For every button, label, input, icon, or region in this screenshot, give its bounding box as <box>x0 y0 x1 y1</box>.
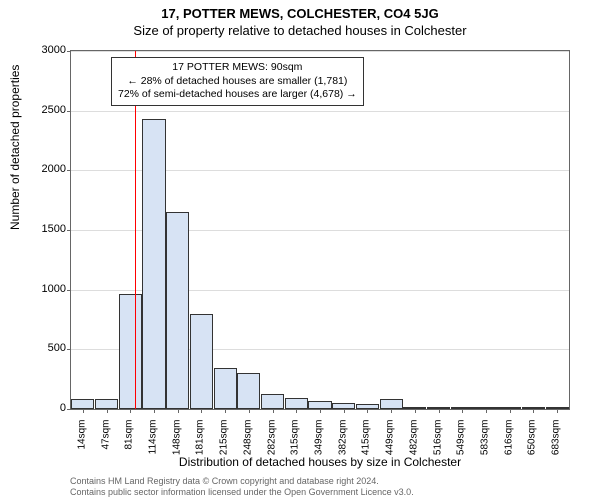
xtick-label: 382sqm <box>337 420 348 460</box>
xtick-label: 248sqm <box>242 420 253 460</box>
histogram-bar <box>71 399 94 409</box>
xtick-label: 181sqm <box>195 420 206 460</box>
chart-title-address: 17, POTTER MEWS, COLCHESTER, CO4 5JG <box>0 0 600 21</box>
histogram-bar <box>190 314 213 409</box>
histogram-bar <box>237 373 260 409</box>
chart-container: 17, POTTER MEWS, COLCHESTER, CO4 5JG Siz… <box>0 0 600 500</box>
xtick-mark <box>130 409 131 413</box>
annotation-line1: 17 POTTER MEWS: 90sqm <box>118 61 357 75</box>
y-axis-label: Number of detached properties <box>8 65 22 230</box>
xtick-mark <box>391 409 392 413</box>
ytick-label: 500 <box>48 342 66 354</box>
xtick-mark <box>273 409 274 413</box>
ytick-mark <box>67 111 71 112</box>
xtick-label: 14sqm <box>76 420 87 460</box>
chart-subtitle: Size of property relative to detached ho… <box>0 21 600 38</box>
xtick-mark <box>83 409 84 413</box>
annotation-line3: 72% of semi-detached houses are larger (… <box>118 88 357 102</box>
ytick-label: 1500 <box>42 223 66 235</box>
xtick-label: 315sqm <box>290 420 301 460</box>
xtick-mark <box>439 409 440 413</box>
histogram-bar <box>166 212 189 409</box>
xtick-label: 415sqm <box>361 420 372 460</box>
xtick-label: 650sqm <box>527 420 538 460</box>
histogram-bar <box>214 368 237 409</box>
gridline <box>71 51 569 52</box>
footer-line2: Contains public sector information licen… <box>70 487 414 498</box>
xtick-label: 114sqm <box>148 420 159 460</box>
footer-attribution: Contains HM Land Registry data © Crown c… <box>70 476 414 498</box>
xtick-label: 583sqm <box>480 420 491 460</box>
xtick-label: 482sqm <box>408 420 419 460</box>
xtick-mark <box>510 409 511 413</box>
xtick-mark <box>320 409 321 413</box>
histogram-bar <box>95 399 118 409</box>
xtick-mark <box>557 409 558 413</box>
histogram-bar <box>142 119 165 409</box>
ytick-label: 0 <box>60 402 66 414</box>
xtick-label: 81sqm <box>124 420 135 460</box>
histogram-bar <box>308 401 331 409</box>
xtick-mark <box>415 409 416 413</box>
xtick-label: 449sqm <box>385 420 396 460</box>
xtick-label: 616sqm <box>503 420 514 460</box>
xtick-mark <box>462 409 463 413</box>
xtick-mark <box>344 409 345 413</box>
xtick-label: 47sqm <box>100 420 111 460</box>
xtick-mark <box>154 409 155 413</box>
xtick-mark <box>367 409 368 413</box>
xtick-label: 148sqm <box>171 420 182 460</box>
ytick-mark <box>67 409 71 410</box>
plot-area: 17 POTTER MEWS: 90sqm ← 28% of detached … <box>70 50 570 410</box>
xtick-mark <box>296 409 297 413</box>
ytick-label: 2000 <box>42 163 66 175</box>
xtick-mark <box>533 409 534 413</box>
ytick-label: 3000 <box>42 44 66 56</box>
histogram-bar <box>285 398 308 409</box>
ytick-mark <box>67 51 71 52</box>
histogram-bar <box>261 394 284 410</box>
xtick-label: 215sqm <box>219 420 230 460</box>
ytick-label: 2500 <box>42 104 66 116</box>
ytick-mark <box>67 290 71 291</box>
xtick-mark <box>107 409 108 413</box>
xtick-label: 683sqm <box>551 420 562 460</box>
xtick-mark <box>486 409 487 413</box>
xtick-label: 282sqm <box>266 420 277 460</box>
footer-line1: Contains HM Land Registry data © Crown c… <box>70 476 414 487</box>
xtick-label: 549sqm <box>456 420 467 460</box>
xtick-label: 516sqm <box>432 420 443 460</box>
xtick-mark <box>178 409 179 413</box>
xtick-mark <box>201 409 202 413</box>
xtick-mark <box>225 409 226 413</box>
ytick-mark <box>67 230 71 231</box>
xtick-mark <box>249 409 250 413</box>
histogram-bar <box>380 399 403 409</box>
xtick-label: 349sqm <box>314 420 325 460</box>
ytick-mark <box>67 349 71 350</box>
annotation-line2: ← 28% of detached houses are smaller (1,… <box>118 75 357 89</box>
gridline <box>71 111 569 112</box>
histogram-bar <box>119 294 142 409</box>
ytick-mark <box>67 170 71 171</box>
annotation-box: 17 POTTER MEWS: 90sqm ← 28% of detached … <box>111 57 364 106</box>
ytick-label: 1000 <box>42 283 66 295</box>
